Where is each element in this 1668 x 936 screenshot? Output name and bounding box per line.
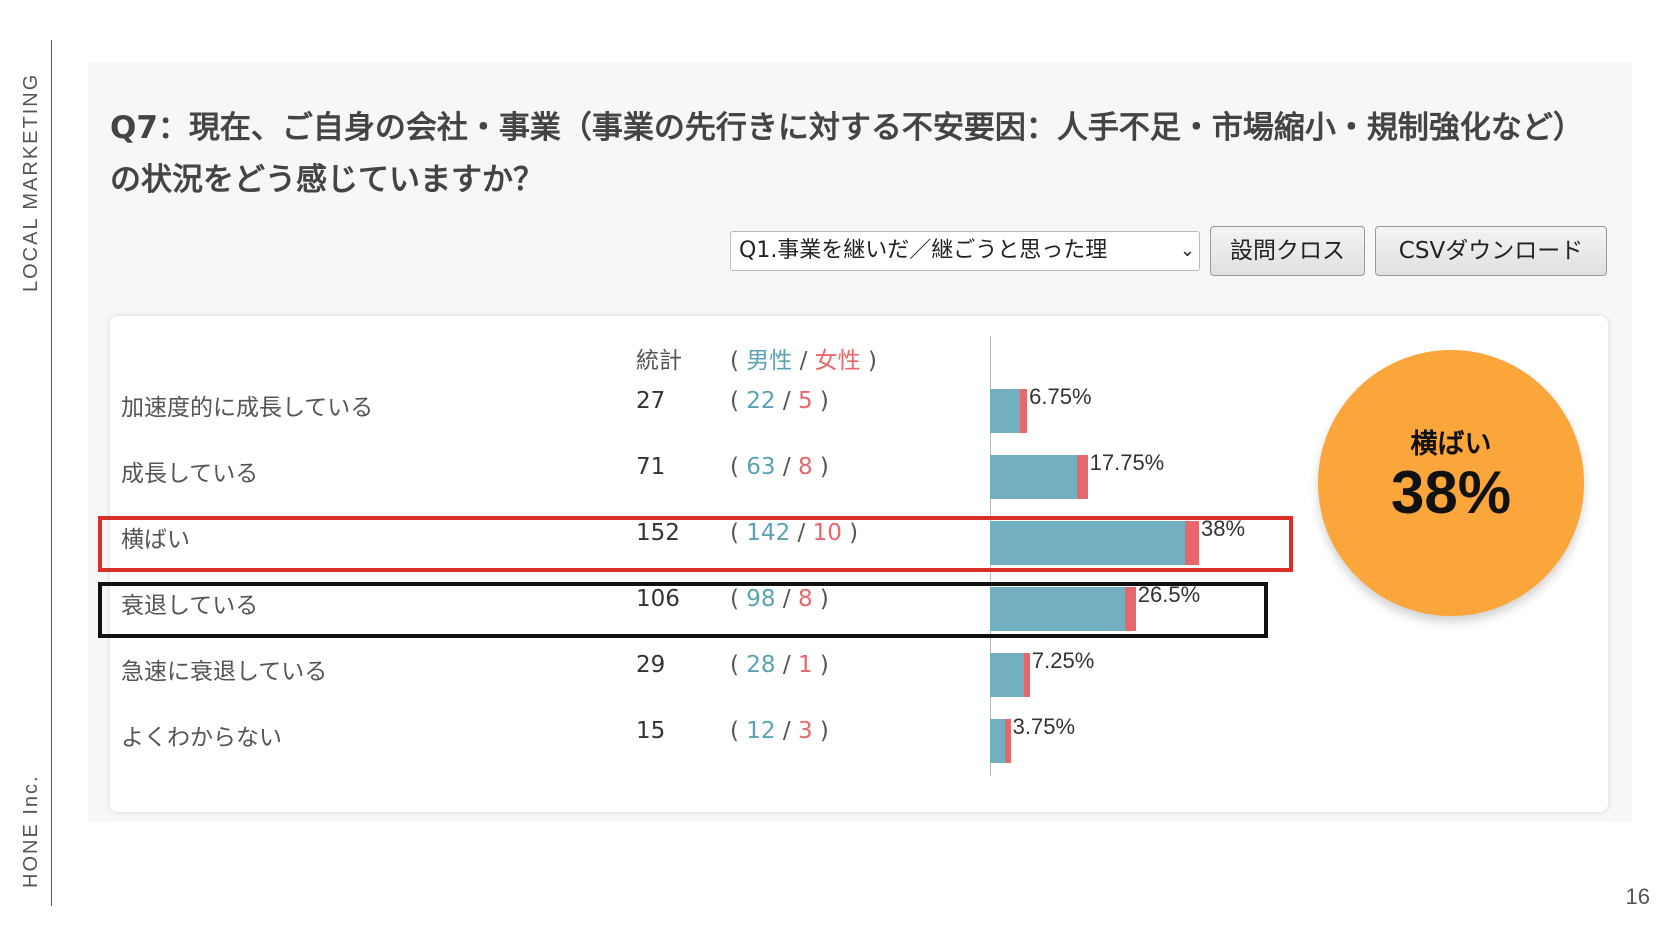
row-count: 15	[636, 718, 666, 744]
header-close: )	[867, 348, 877, 374]
split-sep: /	[775, 586, 798, 612]
header-male: 男性	[746, 348, 793, 374]
header-count: 統計	[636, 348, 682, 374]
row-split: ( 22 / 5 )	[730, 388, 829, 414]
select-value: Q1.事業を継いだ／継ごうと思った理	[739, 238, 1108, 263]
header-open: (	[730, 348, 739, 374]
split-open: (	[730, 520, 747, 546]
bar-male	[990, 587, 1125, 631]
row-split: ( 98 / 8 )	[730, 586, 829, 612]
split-close: )	[812, 454, 829, 480]
row-count: 152	[636, 520, 680, 546]
split-open: (	[730, 586, 747, 612]
bar-female	[1076, 455, 1088, 499]
split-sep: /	[775, 388, 798, 414]
split-close: )	[812, 388, 829, 414]
split-male: 63	[746, 454, 776, 480]
row-split: ( 28 / 1 )	[730, 652, 829, 678]
split-sep: /	[775, 718, 798, 744]
row-label: 衰退している	[121, 593, 259, 619]
bar-male	[990, 653, 1024, 697]
split-close: )	[812, 718, 829, 744]
badge-label: 横ばい	[1410, 429, 1492, 460]
bar-male	[990, 455, 1077, 499]
split-sep: /	[775, 652, 798, 678]
row-count: 29	[636, 652, 666, 678]
page-number: 16	[1625, 884, 1650, 909]
split-close: )	[812, 652, 829, 678]
split-sep: /	[790, 520, 813, 546]
row-split: ( 12 / 3 )	[730, 718, 829, 744]
bar-female	[1124, 587, 1136, 631]
row-count: 27	[636, 388, 666, 414]
split-male: 28	[746, 652, 776, 678]
bar-percent-label: 26.5%	[1137, 582, 1201, 607]
bar-percent-label: 7.25%	[1031, 648, 1095, 673]
header-female: 女性	[814, 348, 861, 374]
brand-vertical-bottom: HONE Inc.	[8, 740, 54, 890]
bar-female	[1004, 719, 1011, 763]
highlight-red-box	[98, 516, 1293, 572]
bar-percent-label: 38%	[1201, 516, 1246, 541]
split-male: 98	[746, 586, 776, 612]
split-sep: /	[775, 454, 798, 480]
brand-local-marketing: LOCAL MARKETING	[20, 72, 42, 292]
split-female: 3	[797, 718, 813, 744]
split-open: (	[730, 652, 747, 678]
question-title: Q7：現在、ご自身の会社・事業（事業の先行きに対する不安要因：人手不足・市場縮小…	[110, 110, 1584, 198]
bar-percent-label: 17.75%	[1089, 450, 1165, 475]
row-split: ( 63 / 8 )	[730, 454, 829, 480]
sidebar-divider	[51, 40, 52, 906]
brand-hone: HONE Inc.	[20, 774, 42, 888]
split-female: 8	[797, 454, 813, 480]
row-label: 横ばい	[121, 527, 190, 553]
row-count: 106	[636, 586, 680, 612]
bar-percent-label: 6.75%	[1029, 384, 1092, 409]
row-count: 71	[636, 454, 666, 480]
split-male: 142	[746, 520, 791, 546]
split-open: (	[730, 388, 747, 414]
row-label: 加速度的に成長している	[121, 395, 374, 421]
bar-female	[1185, 521, 1199, 565]
header-sep: /	[799, 348, 808, 374]
split-open: (	[730, 454, 747, 480]
highlight-black-box	[98, 582, 1268, 638]
bar-female	[1020, 389, 1028, 433]
row-split: ( 142 / 10 )	[730, 520, 858, 546]
bar-female	[1023, 653, 1030, 697]
bar-male	[990, 521, 1186, 565]
row-label: 成長している	[121, 461, 259, 487]
row-label: よくわからない	[121, 725, 282, 751]
split-close: )	[841, 520, 859, 546]
split-open: (	[730, 718, 747, 744]
row-label: 急速に衰退している	[121, 659, 328, 685]
cross-button[interactable]: 設問クロス	[1210, 226, 1365, 276]
split-male: 12	[746, 718, 776, 744]
bar-percent-label: 3.75%	[1012, 714, 1076, 739]
split-close: )	[812, 586, 829, 612]
bar-male	[990, 719, 1005, 763]
highlight-badge: 横ばい 38%	[1318, 350, 1584, 616]
chevron-down-icon: ⌄	[1179, 240, 1195, 261]
split-female: 10	[812, 520, 842, 546]
bar-male	[990, 389, 1021, 433]
split-female: 5	[797, 388, 813, 414]
csv-download-button[interactable]: CSVダウンロード	[1375, 226, 1607, 276]
cross-question-select[interactable]: Q1.事業を継いだ／継ごうと思った理 ⌄	[730, 231, 1200, 271]
split-female: 1	[797, 652, 813, 678]
split-male: 22	[746, 388, 776, 414]
header-split: ( 男性 / 女性 )	[730, 341, 877, 375]
split-female: 8	[797, 586, 813, 612]
badge-value: 38%	[1390, 459, 1512, 526]
brand-vertical-top: LOCAL MARKETING	[8, 50, 54, 300]
